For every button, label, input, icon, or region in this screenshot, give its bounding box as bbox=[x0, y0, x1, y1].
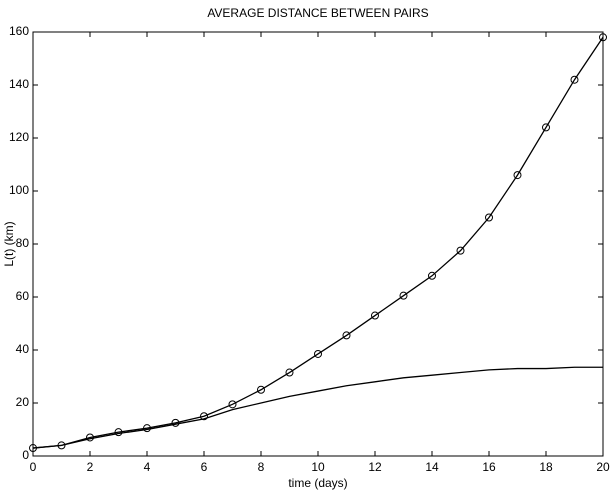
plot-frame bbox=[32, 31, 604, 457]
y-tick-label: 20 bbox=[16, 395, 30, 409]
x-tick-label: 2 bbox=[87, 460, 94, 474]
data-point bbox=[257, 385, 265, 394]
data-point bbox=[599, 33, 607, 42]
x-tick-label: 10 bbox=[311, 460, 325, 474]
data-point bbox=[456, 246, 465, 255]
data-point bbox=[228, 400, 237, 409]
data-point bbox=[86, 433, 94, 442]
data-point bbox=[570, 75, 579, 84]
x-tick-label: 16 bbox=[482, 460, 496, 474]
x-tick-label: 20 bbox=[596, 460, 610, 474]
data-point bbox=[428, 271, 436, 280]
data-point bbox=[342, 331, 351, 340]
y-tick-label: 100 bbox=[9, 183, 29, 197]
y-tick-label: 80 bbox=[16, 236, 30, 250]
y-tick-label: 40 bbox=[16, 342, 30, 356]
data-point bbox=[285, 368, 294, 377]
series-line bbox=[32, 366, 603, 449]
y-tick-label: 160 bbox=[9, 24, 29, 38]
x-tick-label: 12 bbox=[368, 460, 382, 474]
data-point bbox=[542, 123, 550, 132]
x-tick-label: 18 bbox=[539, 460, 553, 474]
x-tick-label: 0 bbox=[30, 460, 37, 474]
y-tick-label: 0 bbox=[22, 448, 29, 462]
data-point bbox=[513, 171, 522, 180]
data-point bbox=[371, 311, 379, 320]
x-axis-label: time (days) bbox=[288, 476, 347, 490]
x-tick-label: 8 bbox=[258, 460, 265, 474]
data-point bbox=[399, 291, 408, 300]
data-point bbox=[200, 412, 208, 421]
data-point bbox=[485, 213, 493, 222]
data-point bbox=[171, 418, 180, 427]
y-tick-label: 140 bbox=[9, 77, 29, 91]
data-point bbox=[143, 424, 151, 433]
data-point bbox=[314, 349, 322, 358]
y-axis-label: L(t) (km) bbox=[2, 221, 16, 266]
series-line bbox=[32, 36, 604, 449]
x-tick-label: 14 bbox=[425, 460, 439, 474]
chart-title: AVERAGE DISTANCE BETWEEN PAIRS bbox=[207, 6, 428, 20]
x-tick-label: 6 bbox=[201, 460, 208, 474]
data-point bbox=[114, 428, 123, 437]
y-tick-label: 60 bbox=[16, 289, 30, 303]
y-tick-label: 120 bbox=[9, 130, 29, 144]
x-tick-label: 4 bbox=[144, 460, 151, 474]
